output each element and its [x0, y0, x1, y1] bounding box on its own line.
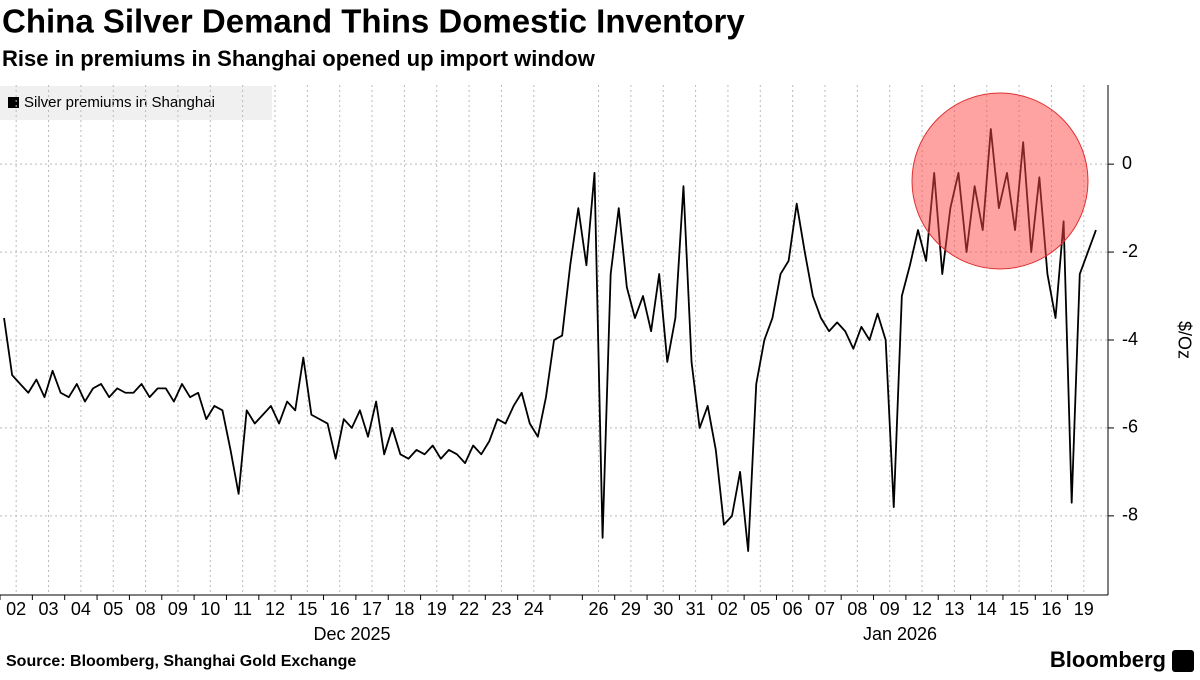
x-tick-label: 08 [847, 599, 867, 619]
x-tick-label: 22 [459, 599, 479, 619]
x-tick-label: 07 [815, 599, 835, 619]
x-tick-label: 06 [783, 599, 803, 619]
brand-icon [1172, 650, 1194, 672]
x-tick-label: 13 [944, 599, 964, 619]
y-axis-label: $/Oz [1174, 321, 1194, 359]
y-tick-label: 0 [1122, 153, 1132, 173]
x-tick-label: 19 [427, 599, 447, 619]
x-tick-label: 09 [880, 599, 900, 619]
highlight-circle [911, 92, 1089, 270]
chart-title: China Silver Demand Thins Domestic Inven… [2, 3, 745, 40]
x-tick-label: 12 [265, 599, 285, 619]
legend-swatch [8, 97, 19, 108]
x-tick-label: 16 [330, 599, 350, 619]
legend-box [0, 86, 272, 120]
data-line [3, 128, 1097, 552]
x-tick-label: 12 [912, 599, 932, 619]
x-tick-label: 16 [1041, 599, 1061, 619]
x-tick-label: 05 [750, 599, 770, 619]
month-label: Jan 2026 [863, 624, 937, 644]
x-tick-label: 15 [1009, 599, 1029, 619]
x-tick-label: 09 [168, 599, 188, 619]
x-tick-label: 31 [686, 599, 706, 619]
x-tick-label: 26 [589, 599, 609, 619]
x-tick-label: 15 [297, 599, 317, 619]
legend: Silver premiums in Shanghai [0, 86, 272, 120]
x-tick-label: 24 [524, 599, 544, 619]
x-tick-label: 05 [103, 599, 123, 619]
x-tick-label: 29 [621, 599, 641, 619]
x-tick-label: 02 [6, 599, 26, 619]
x-tick-label: 11 [233, 599, 252, 619]
month-label: Dec 2025 [313, 624, 390, 644]
legend-label: Silver premiums in Shanghai [24, 94, 215, 111]
x-tick-label: 08 [136, 599, 156, 619]
x-tick-label: 19 [1074, 599, 1094, 619]
y-tick-label: -2 [1122, 241, 1138, 261]
x-tick-label: 30 [653, 599, 673, 619]
x-tick-label: 18 [394, 599, 414, 619]
x-tick-label: 03 [39, 599, 59, 619]
y-tick-label: -8 [1122, 505, 1138, 525]
x-tick-label: 10 [200, 599, 220, 619]
y-tick-label: -6 [1122, 417, 1138, 437]
x-tick-label: 14 [977, 599, 997, 619]
chart-subtitle: Rise in premiums in Shanghai opened up i… [2, 46, 596, 71]
source: Source: Bloomberg, Shanghai Gold Exchang… [6, 653, 356, 670]
x-tick-label: 17 [362, 599, 382, 619]
x-tick-label: 23 [491, 599, 511, 619]
y-tick-label: -4 [1122, 329, 1138, 349]
x-tick-label: 02 [718, 599, 738, 619]
x-tick-label: 04 [71, 599, 91, 619]
brand: Bloomberg [1050, 647, 1166, 672]
